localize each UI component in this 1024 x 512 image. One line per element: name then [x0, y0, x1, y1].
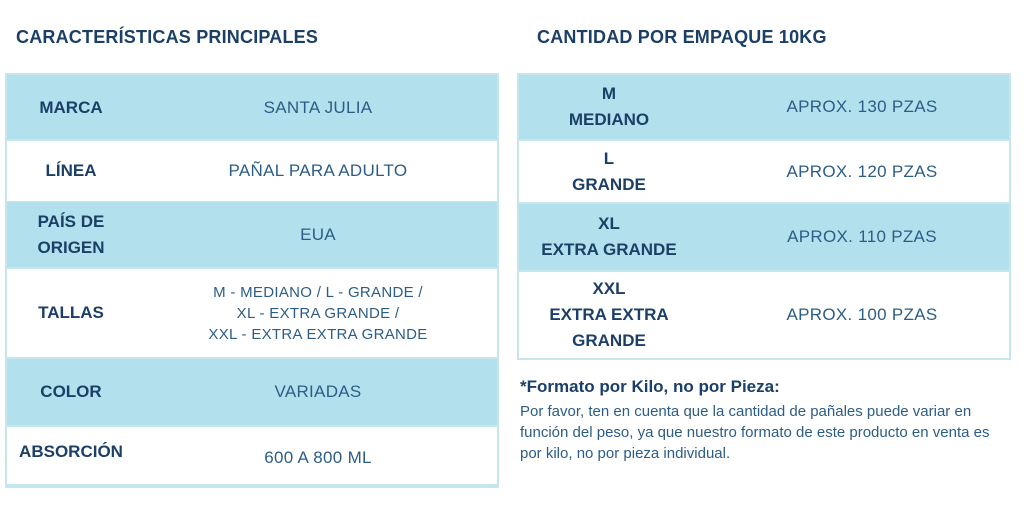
size-xl-value: APROX. 110 PZAS — [787, 227, 937, 246]
color-value: VARIADAS — [274, 382, 362, 401]
absorption-label: ABSORCIÓN — [19, 441, 123, 461]
table-row-brand: MARCA SANTA JULIA — [7, 75, 497, 141]
table-row-absorption: ABSORCIÓN 600 A 800 ML — [7, 425, 497, 486]
line-value: PAÑAL PARA ADULTO — [228, 161, 408, 180]
package-quantity-table: M MEDIANO APROX. 130 PZAS L GRANDE APROX… — [517, 73, 1011, 360]
size-m-label: M MEDIANO — [568, 84, 650, 129]
sizes-value: M - MEDIANO / L - GRANDE / XL - EXTRA GR… — [208, 283, 428, 343]
brand-label: MARCA — [39, 98, 103, 117]
size-xxl-value: APROX. 100 PZAS — [786, 305, 938, 324]
color-label: COLOR — [40, 382, 102, 401]
sizes-label: TALLAS — [38, 303, 104, 322]
weight-format-note: *Formato por Kilo, no por Pieza: Por fav… — [520, 377, 1010, 464]
size-xxl-label: XXL EXTRA EXTRA GRANDE — [549, 279, 669, 350]
size-m-value: APROX. 130 PZAS — [786, 97, 938, 116]
table-row-line: LÍNEA PAÑAL PARA ADULTO — [7, 139, 497, 203]
note-body: Por favor, ten en cuenta que la cantidad… — [520, 403, 990, 462]
table-row-size-xxl: XXL EXTRA EXTRA GRANDE APROX. 100 PZAS — [519, 270, 1009, 358]
table-row-color: COLOR VARIADAS — [7, 359, 497, 425]
size-l-value: APROX. 120 PZAS — [786, 161, 938, 181]
country-label: PAÍS DE ORIGEN — [37, 212, 105, 257]
package-quantity-heading: CANTIDAD POR EMPAQUE 10KG — [537, 27, 827, 47]
table-row-size-l: L GRANDE APROX. 120 PZAS — [519, 139, 1009, 204]
size-xl-label: XL EXTRA GRANDE — [541, 214, 677, 259]
table-row-size-m: M MEDIANO APROX. 130 PZAS — [519, 75, 1009, 139]
features-table: MARCA SANTA JULIA LÍNEA PAÑAL PARA ADULT… — [5, 73, 499, 488]
country-value: EUA — [300, 225, 336, 244]
main-features-heading: CARACTERÍSTICAS PRINCIPALES — [16, 27, 319, 47]
size-l-label: L GRANDE — [572, 148, 646, 194]
note-title: *Formato por Kilo, no por Pieza: — [520, 377, 780, 396]
absorption-value: 600 A 800 ML — [264, 447, 372, 467]
line-label: LÍNEA — [45, 161, 97, 180]
table-row-sizes: TALLAS M - MEDIANO / L - GRANDE / XL - E… — [7, 267, 497, 359]
table-row-country: PAÍS DE ORIGEN EUA — [7, 202, 497, 268]
table-row-size-xl: XL EXTRA GRANDE APROX. 110 PZAS — [519, 204, 1009, 270]
brand-value: SANTA JULIA — [263, 98, 373, 117]
